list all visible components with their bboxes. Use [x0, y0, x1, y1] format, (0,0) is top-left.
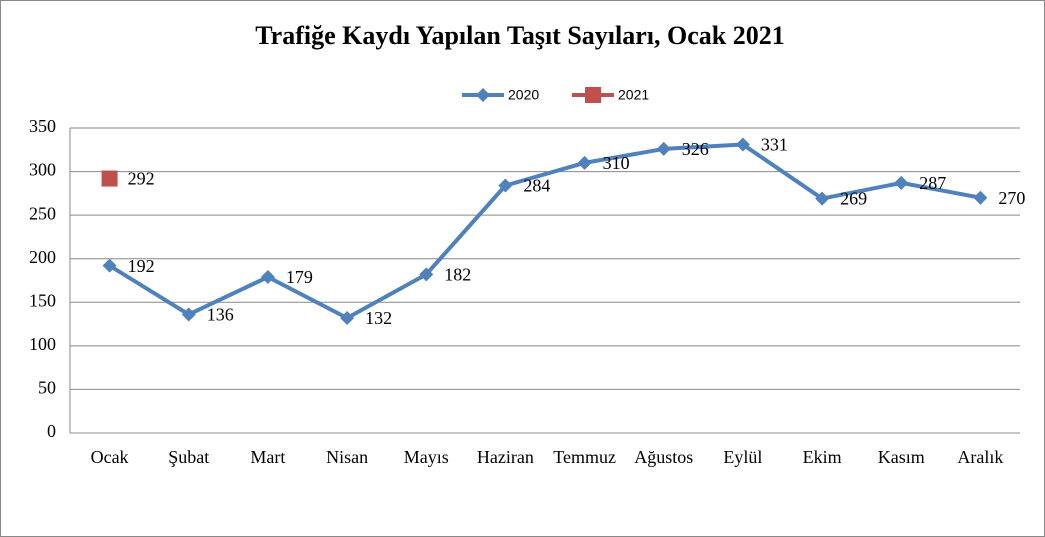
data-label: 270: [998, 188, 1025, 208]
data-label: 136: [207, 305, 234, 325]
data-label: 287: [919, 173, 946, 193]
data-point: [498, 178, 513, 193]
chart-title: Trafiğe Kaydı Yapılan Taşıt Sayıları, Oc…: [255, 21, 784, 50]
data-label: 182: [444, 265, 471, 285]
legend-label: 2021: [618, 87, 649, 103]
data-point: [101, 170, 118, 187]
x-tick-label: Mayıs: [404, 447, 449, 467]
y-tick-label: 250: [29, 203, 56, 223]
y-tick-label: 150: [29, 290, 56, 310]
x-tick-label: Eylül: [723, 447, 762, 467]
data-label: 132: [365, 308, 392, 328]
x-tick-label: Kasım: [878, 447, 925, 467]
legend-label: 2020: [508, 87, 539, 103]
data-point: [577, 155, 592, 170]
data-point: [102, 258, 117, 273]
data-label: 310: [603, 153, 630, 173]
data-label: 331: [761, 135, 788, 155]
data-label: 269: [840, 189, 867, 209]
data-point: [735, 137, 750, 152]
x-tick-label: Temmuz: [553, 447, 616, 467]
data-point: [973, 190, 988, 205]
data-point: [894, 175, 909, 190]
data-point: [656, 141, 671, 156]
legend-marker: [476, 88, 490, 102]
y-tick-label: 100: [29, 334, 56, 354]
y-tick-label: 200: [29, 247, 56, 267]
data-point: [181, 307, 196, 322]
data-point: [340, 310, 355, 325]
x-tick-label: Şubat: [168, 447, 209, 467]
x-tick-label: Nisan: [326, 447, 368, 467]
legend-marker: [585, 87, 601, 103]
data-label: 292: [128, 169, 155, 189]
x-tick-label: Mart: [250, 447, 285, 467]
y-tick-label: 50: [38, 378, 56, 398]
x-tick-label: Haziran: [477, 447, 534, 467]
x-tick-label: Ocak: [91, 447, 129, 467]
x-tick-label: Aralık: [957, 447, 1003, 467]
data-label: 326: [682, 139, 709, 159]
x-tick-label: Ağustos: [634, 447, 693, 467]
y-tick-label: 350: [29, 116, 56, 136]
data-label: 284: [523, 176, 550, 196]
data-label: 192: [128, 256, 155, 276]
data-point: [815, 191, 830, 206]
data-point: [419, 267, 434, 282]
series-line: [108, 142, 981, 320]
data-label: 179: [286, 267, 313, 287]
y-tick-label: 0: [47, 421, 56, 441]
data-point: [260, 270, 275, 285]
y-tick-label: 300: [29, 160, 56, 180]
x-tick-label: Ekim: [803, 447, 842, 467]
